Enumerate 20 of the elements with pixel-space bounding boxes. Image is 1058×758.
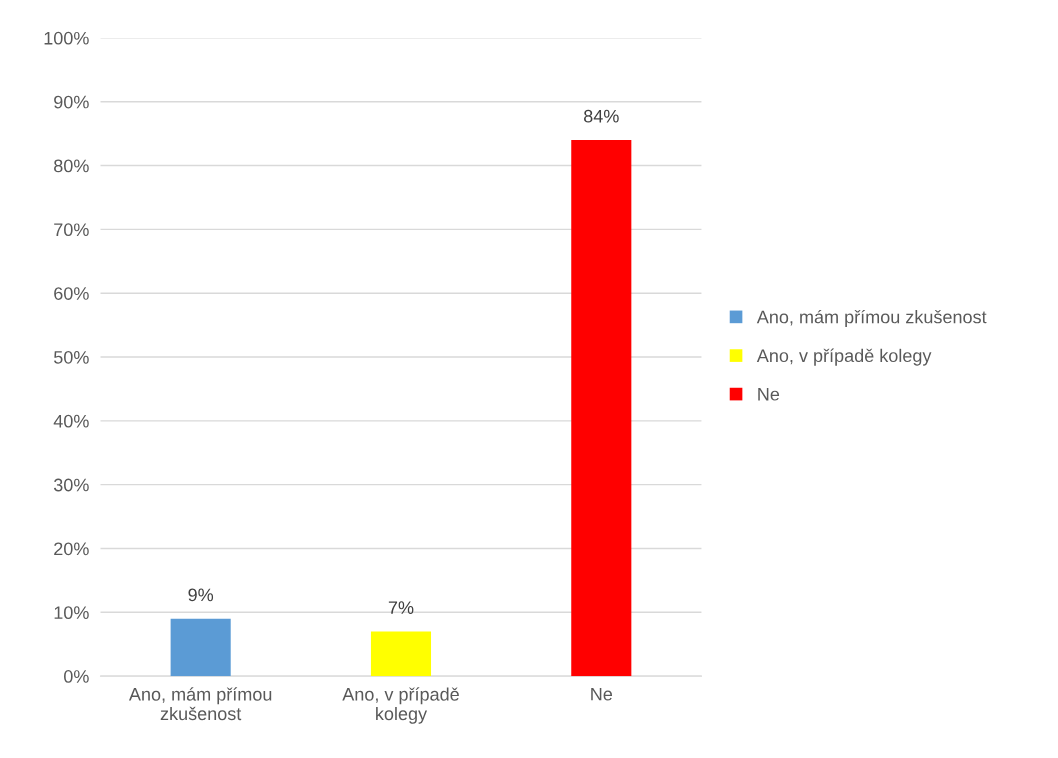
legend-label: Ne [758,387,780,401]
data-label: 7% [388,601,414,614]
data-label: 9% [188,588,214,602]
legend-label: Ano, v případě kolegy [756,348,932,366]
x-tick-label: Ano, mám přímou zkušenost [128,687,272,721]
y-tick-label: 40% [53,414,89,428]
data-label: 84% [584,109,619,123]
y-tick-label: 50% [53,350,89,364]
y-tick-label: 60% [54,287,89,300]
y-tick-label: 70% [54,223,89,237]
y-tick-label: 100% [44,31,89,45]
x-tick-label: Ano, v případě kolegy [342,687,459,724]
y-tick-label: 0% [64,670,89,683]
y-tick-label: 80% [54,159,89,173]
y-tick-label: 90% [54,95,89,109]
x-tick-label: Ne [591,687,613,701]
y-tick-label: 10% [54,606,89,620]
legend-label: Ano, mám přímou zkušenost [756,309,987,327]
y-tick-label: 20% [54,542,89,556]
y-tick-label: 30% [53,478,89,492]
